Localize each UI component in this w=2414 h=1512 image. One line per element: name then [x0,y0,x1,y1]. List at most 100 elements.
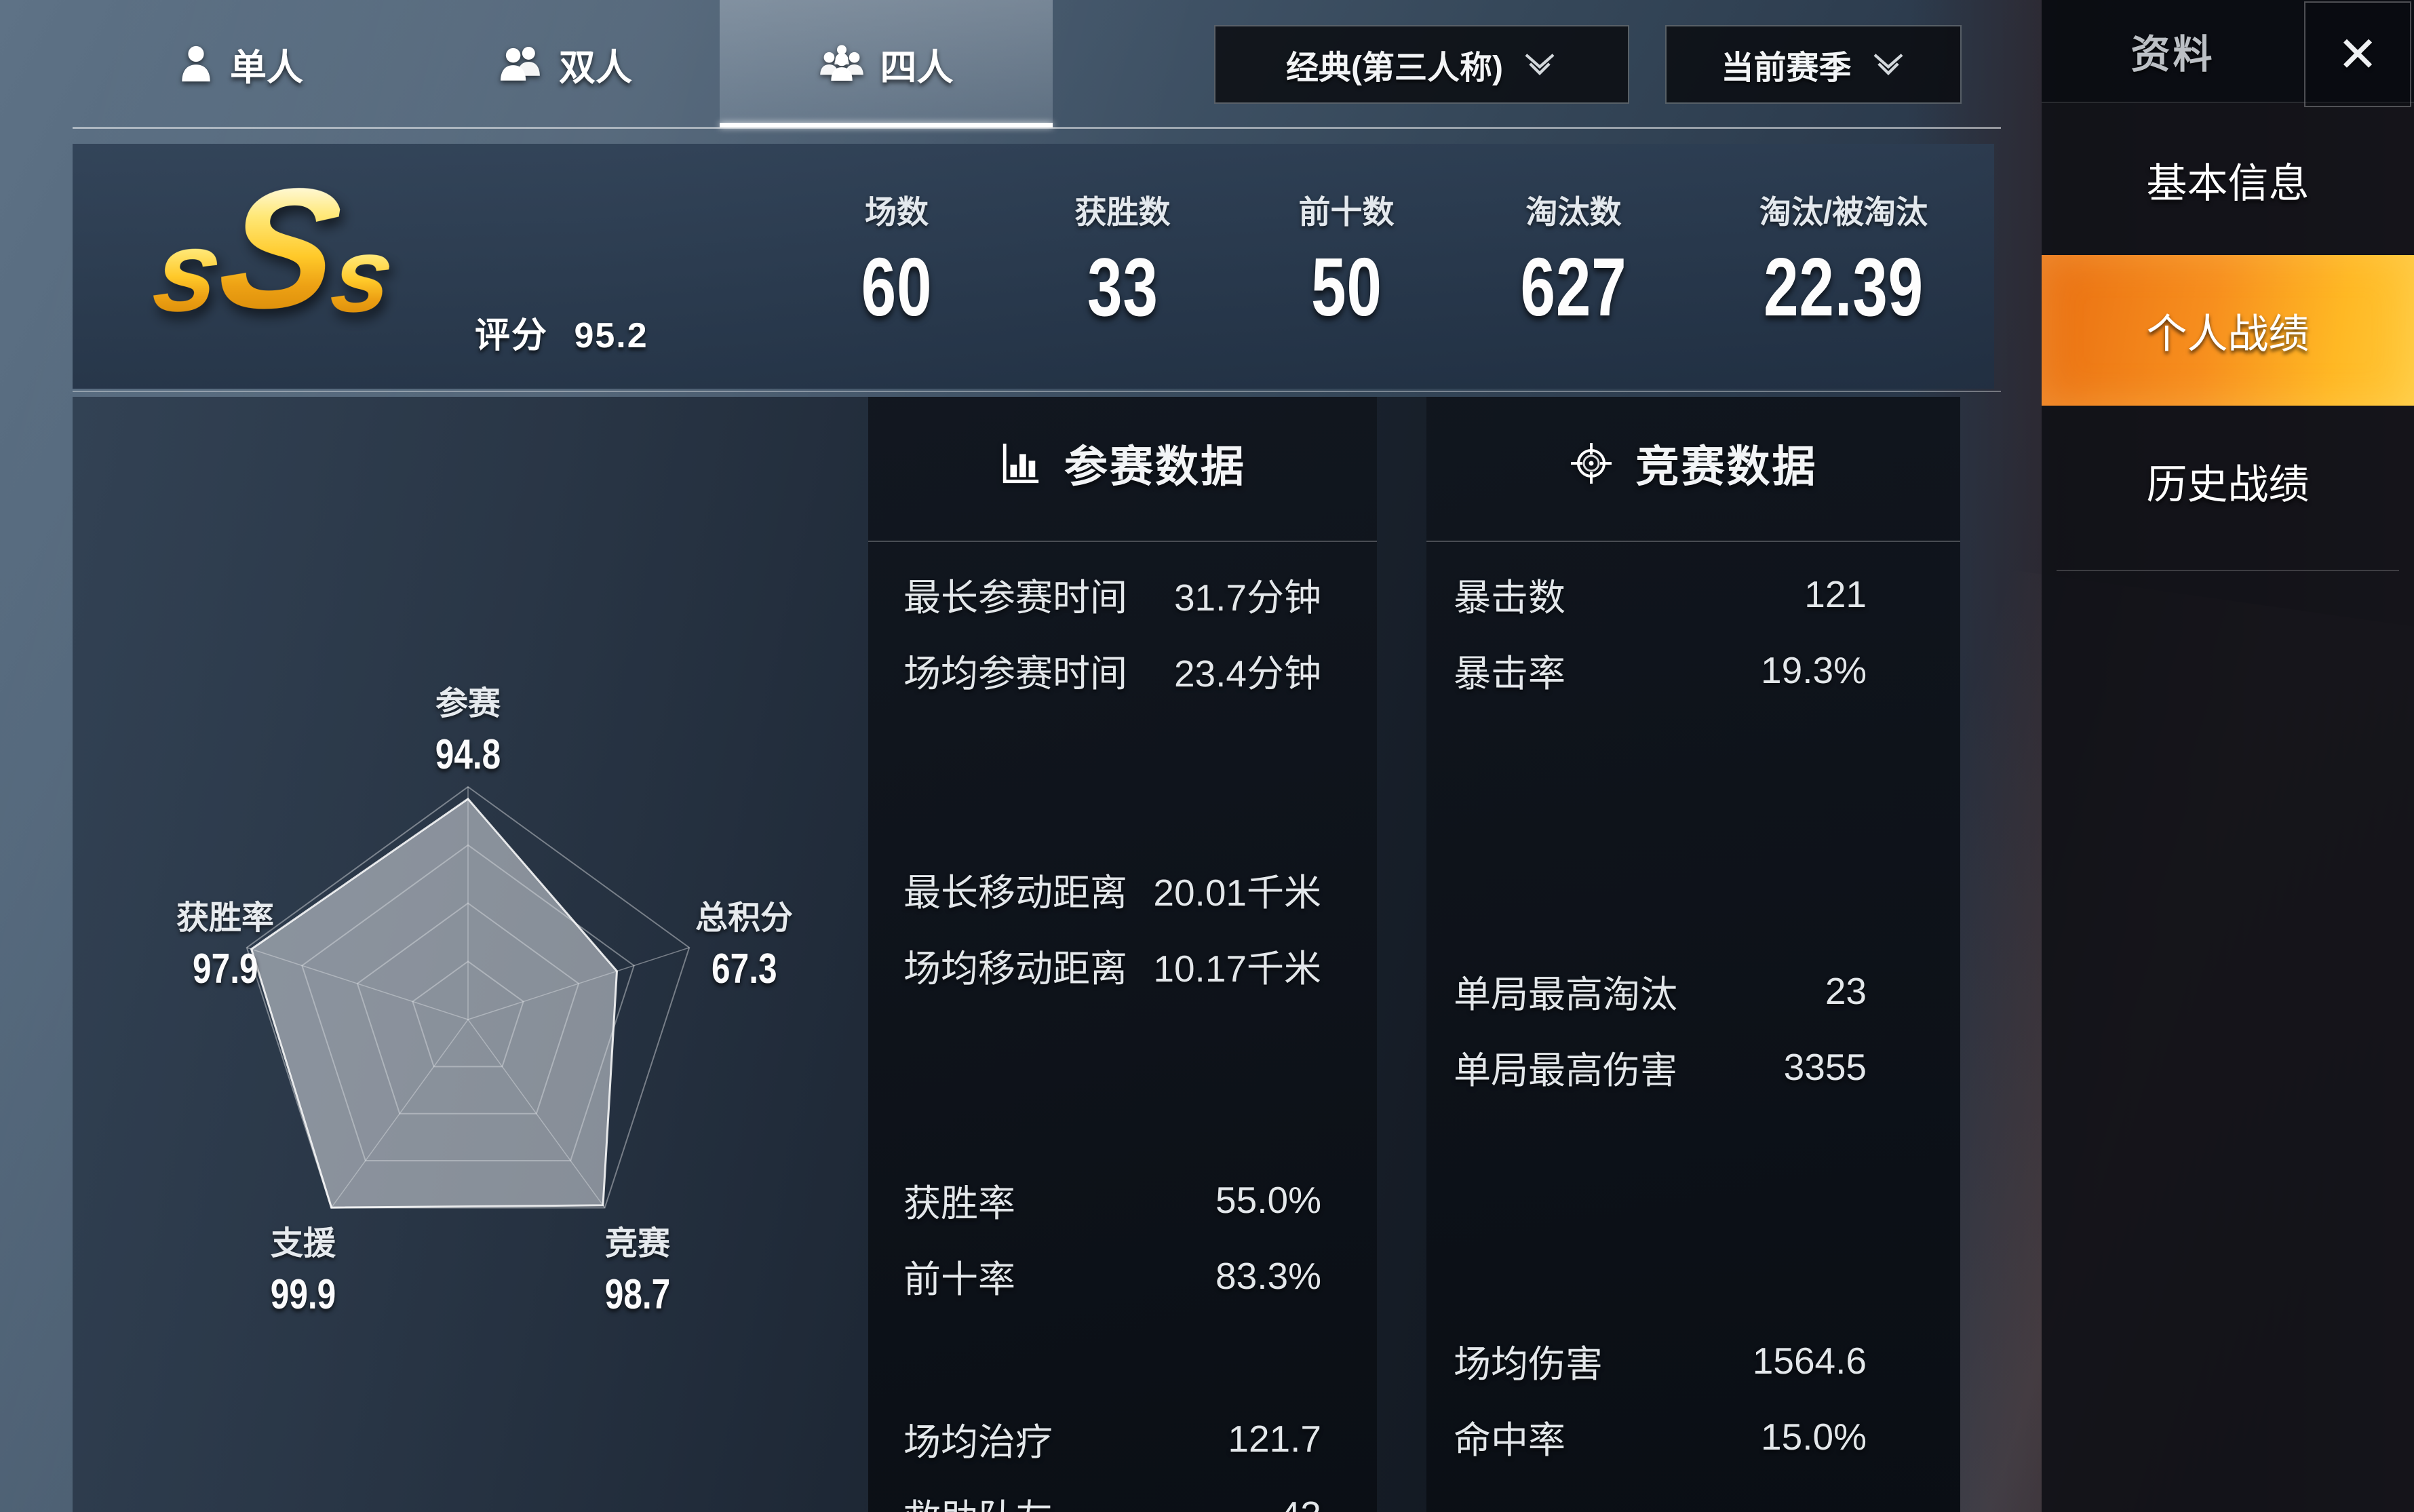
row-label: 暴击数 [1454,577,1566,619]
tab-squad[interactable]: 四人 [720,0,1053,128]
row-label: 场均伤害 [1454,1343,1603,1385]
person-duo-icon [501,44,543,83]
axis-label: 支援 [270,1226,336,1262]
header-divider [868,541,1377,542]
profile-sidebar: 资料 ✕ 基本信息 个人战绩 历史战绩 [2042,0,2414,1512]
close-button[interactable]: ✕ [2304,1,2411,107]
stat-row: 暴击率 19.3% [1426,632,1960,708]
stat-row: 前十率 83.3% [868,1238,1377,1314]
tab-label: 单人 [230,47,303,88]
stat-wins: 获胜数 33 [1075,144,1171,330]
stat-value: 627 [1520,241,1627,333]
radar-axis-canshai: 参赛 94.8 [427,676,509,779]
radar-axis-huoshenglv: 获胜率 97.9 [176,891,274,993]
axis-value: 98.7 [604,1271,671,1318]
sidebar-header: 资料 ✕ [2042,0,2414,107]
row-value: 23.4分钟 [1173,653,1321,695]
participation-header: 参赛数据 [868,423,1377,504]
sidebar-title: 资料 [2130,33,2215,77]
radar-chart: 参赛 94.8 总积分 67.3 竞赛 98.7 支援 99.9 获胜率 97.… [73,397,856,1512]
person-single-icon [178,44,214,83]
stat-value: 33 [1087,241,1159,333]
stat-row: 场均伤害 1564.6 [1426,1323,1960,1399]
stat-row: 场均治疗 121.7 [868,1401,1377,1477]
mode-filter-dropdown[interactable]: 经典(第三人称) [1214,25,1629,104]
bar-chart-icon [999,442,1041,484]
grade-letter: s [145,207,227,336]
mode-filter-value: 经典(第三人称) [1286,50,1503,86]
detail-panel: 参赛 94.8 总积分 67.3 竞赛 98.7 支援 99.9 获胜率 97.… [73,397,1960,1512]
sidebar-item-basic-info[interactable]: 基本信息 [2042,104,2414,255]
season-filter-dropdown[interactable]: 当前赛季 [1665,25,1962,104]
row-value: 23 [1825,970,1867,1012]
row-label: 命中率 [1454,1419,1566,1461]
row-value: 55.0% [1215,1179,1321,1221]
rating-score: 评分 95.2 [475,307,648,357]
tab-duo[interactable]: 双人 [404,0,729,128]
row-label: 场均治疗 [903,1421,1053,1463]
stat-row: 获胜率 55.0% [868,1162,1377,1238]
damage-stats-group: 场均伤害 1564.6 命中率 15.0% [1426,1323,1960,1475]
record-stats-group: 单局最高淘汰 23 单局最高伤害 3355 [1426,953,1960,1105]
sidebar-item-personal-stats[interactable]: 个人战绩 [2042,255,2414,406]
axis-label: 总积分 [695,900,794,936]
stat-label: 前十数 [1298,194,1395,230]
chevron-down-icon [1871,51,1906,78]
stat-matches: 场数 60 [850,144,943,330]
stat-label: 获胜数 [1074,194,1171,230]
row-value: 31.7分钟 [1173,577,1321,619]
stat-value: 50 [1310,241,1382,333]
row-value: 19.3% [1761,649,1867,691]
row-label: 单局最高伤害 [1454,1049,1678,1091]
axis-label: 获胜率 [176,900,275,936]
support-stats-group: 场均治疗 121.7 救助队友 43 [868,1401,1377,1512]
radar-axis-zhiyuan: 支援 99.9 [262,1216,345,1319]
header-divider [1426,541,1960,542]
row-value: 10.17千米 [1153,948,1321,990]
row-value: 1564.6 [1752,1340,1867,1382]
stat-label: 淘汰/被淘汰 [1759,194,1928,230]
axis-value: 94.8 [435,731,501,778]
stat-row: 最长移动距离 20.01千米 [868,851,1377,927]
close-icon: ✕ [2337,28,2379,82]
stat-row: 救助队友 43 [868,1477,1377,1512]
competition-title: 竞赛数据 [1635,442,1818,491]
stat-value: 22.39 [1764,241,1924,333]
stat-row: 最长参赛时间 31.7分钟 [868,556,1377,632]
rating-grade-badge: s S s [145,153,404,344]
competition-data-panel: 竞赛数据 暴击数 121 暴击率 19.3% 单局最高淘汰 23 [1426,397,1960,1512]
axis-value: 67.3 [711,946,777,992]
radar-axis-jingsai: 竞赛 98.7 [597,1216,679,1319]
stat-eliminations: 淘汰数 627 [1504,144,1644,330]
tab-solo[interactable]: 单人 [81,0,400,128]
sidebar-item-history-stats[interactable]: 历史战绩 [2042,406,2414,556]
axis-value: 99.9 [270,1271,336,1318]
stat-top10: 前十数 50 [1299,144,1395,330]
row-label: 单局最高淘汰 [1454,973,1678,1015]
competition-header: 竞赛数据 [1426,423,1960,504]
row-label: 最长移动距离 [903,872,1128,914]
row-label: 最长参赛时间 [903,577,1128,619]
row-value: 15.0% [1761,1416,1867,1458]
row-value: 121.7 [1228,1418,1321,1460]
chevron-down-icon [1522,51,1557,78]
row-value: 83.3% [1215,1255,1321,1297]
axis-value: 97.9 [192,946,258,992]
participation-title: 参赛数据 [1064,442,1246,491]
row-value: 3355 [1783,1046,1867,1088]
crit-stats-group: 暴击数 121 暴击率 19.3% [1426,556,1960,708]
time-stats-group: 最长参赛时间 31.7分钟 场均参赛时间 23.4分钟 [868,556,1377,708]
grade-letter: S [208,153,349,344]
stat-row: 单局最高伤害 3355 [1426,1029,1960,1105]
axis-label: 参赛 [435,686,501,722]
stat-row: 单局最高淘汰 23 [1426,953,1960,1029]
tab-label: 双人 [559,47,632,88]
grade-letter: s [324,216,398,334]
stat-row: 场均参赛时间 23.4分钟 [868,632,1377,708]
row-label: 场均参赛时间 [903,653,1128,695]
stat-row: 命中率 15.0% [1426,1399,1960,1475]
distance-stats-group: 最长移动距离 20.01千米 场均移动距离 10.17千米 [868,851,1377,1003]
axis-label: 竞赛 [604,1226,671,1262]
participation-data-panel: 参赛数据 最长参赛时间 31.7分钟 场均参赛时间 23.4分钟 最长移动距离 … [868,397,1377,1512]
